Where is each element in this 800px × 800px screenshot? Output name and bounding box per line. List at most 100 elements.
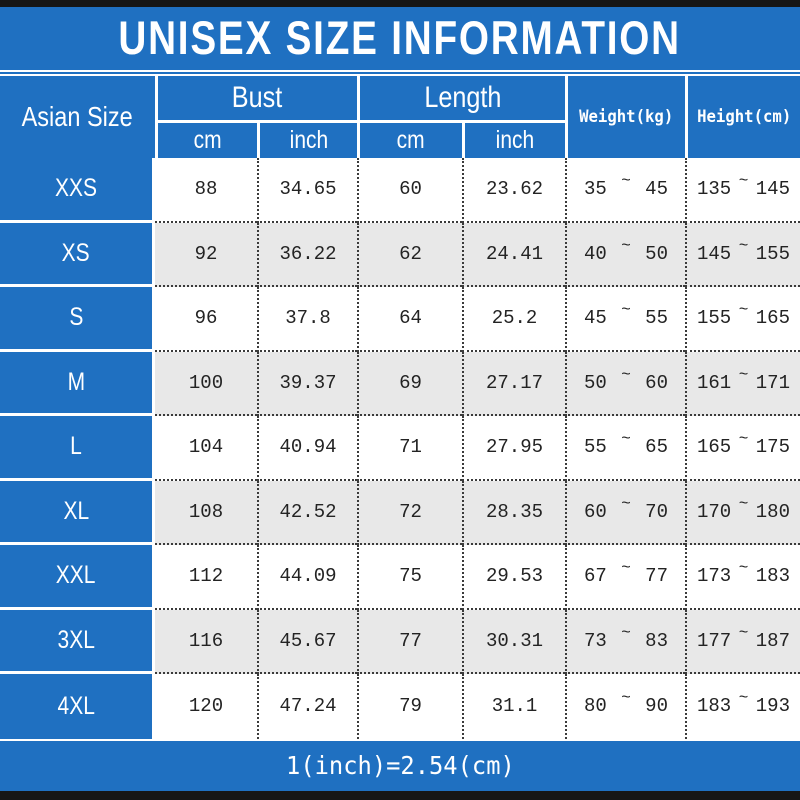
table-row: S 96 37.8 64 25.2 45 ~ 55 155 ~ 165 [0,287,800,352]
size-label-cell: XXL [0,545,155,610]
length-cm-cell: 69 [357,351,462,416]
bust-inch-value: 34.65 [279,178,337,201]
tilde-symbol: ~ [738,494,749,513]
height-max-value: 165 [755,307,790,330]
length-cm-value: 69 [399,371,422,394]
bust-inch-cell: 47.24 [257,674,357,739]
height-max-value: 175 [755,436,790,459]
tilde-symbol: ~ [621,623,631,642]
height-range-cell: 177 ~ 187 [685,609,800,674]
length-inch-value: 28.35 [485,500,543,523]
bust-inch-cell: 44.09 [257,545,357,610]
tilde-symbol: ~ [621,494,631,513]
height-max-value: 180 [755,500,790,523]
size-label-cell: 3XL [0,609,155,674]
weight-min-value: 50 [584,371,607,394]
height-range-cell: 161 ~ 171 [685,351,800,416]
weight-max-value: 60 [645,371,668,394]
weight-range-cell: 55 ~ 65 [565,416,685,481]
weight-max-value: 45 [645,178,668,201]
length-cm-cell: 71 [357,416,462,481]
weight-range-cell: 60 ~ 70 [565,480,685,545]
bust-inch-cell: 40.94 [257,416,357,481]
title-separator [0,70,800,76]
length-cm-value: 72 [399,500,422,523]
height-header-cell: Height(cm) [685,76,800,158]
bust-inch-cell: 37.8 [257,287,357,352]
title-band: UNISEX SIZE INFORMATION [0,7,800,70]
weight-min-value: 73 [584,629,607,652]
table-row: 3XL 116 45.67 77 30.31 73 ~ 83 177 ~ 187 [0,609,800,674]
bust-inch-subheader-cell: inch [257,120,357,158]
tilde-symbol: ~ [621,172,631,191]
length-inch-cell: 23.62 [462,158,565,223]
bust-inch-value: 36.22 [279,242,337,265]
length-cm-cell: 77 [357,609,462,674]
weight-min-value: 80 [584,695,607,718]
asian-size-header-cell: Asian Size [0,76,155,158]
tilde-symbol: ~ [738,236,749,255]
height-max-value: 183 [755,565,790,588]
weight-min-value: 55 [584,436,607,459]
bust-cm-value: 112 [188,565,224,588]
weight-range-cell: 73 ~ 83 [565,609,685,674]
weight-max-value: 90 [645,695,668,718]
weight-min-value: 67 [584,565,607,588]
height-max-value: 171 [755,371,790,394]
length-inch-value: 24.41 [485,242,543,265]
height-min-value: 135 [697,178,732,201]
height-min-value: 165 [697,436,732,459]
size-label-cell: 4XL [0,674,155,739]
length-inch-value: 23.62 [485,178,543,201]
table-row: XXS 88 34.65 60 23.62 35 ~ 45 135 ~ 145 [0,158,800,223]
length-inch-cell: 27.17 [462,351,565,416]
height-range-cell: 165 ~ 175 [685,416,800,481]
length-cm-subheader-label: cm [396,126,425,154]
length-group-label: Length [423,81,502,114]
bust-inch-subheader-label: inch [289,126,328,154]
bust-cm-subheader-cell: cm [155,120,257,158]
bust-cm-value: 88 [194,178,218,201]
length-cm-subheader-cell: cm [357,120,462,158]
size-label-cell: XL [0,480,155,545]
bust-cm-cell: 116 [155,609,257,674]
weight-min-value: 45 [584,307,607,330]
bust-cm-value: 104 [188,436,224,459]
bust-cm-subheader-label: cm [193,126,222,154]
size-label: XXL [56,561,96,590]
height-max-value: 187 [755,629,790,652]
weight-min-value: 35 [584,178,607,201]
bust-cm-value: 100 [188,371,224,394]
tilde-symbol: ~ [738,172,749,191]
bust-cm-cell: 112 [155,545,257,610]
length-cm-value: 75 [399,565,422,588]
size-label: XS [61,238,91,267]
table-row: XXL 112 44.09 75 29.53 67 ~ 77 173 ~ 183 [0,545,800,610]
bust-cm-cell: 100 [155,351,257,416]
height-max-value: 145 [755,178,790,201]
table-body: XXS 88 34.65 60 23.62 35 ~ 45 135 ~ 145 … [0,158,800,739]
tilde-symbol: ~ [621,559,631,578]
bust-inch-value: 45.67 [279,629,337,652]
height-min-value: 183 [697,695,732,718]
length-inch-value: 30.31 [485,629,543,652]
table-header: Asian Size Bust Length Weight(kg) Height… [0,76,800,158]
length-cm-value: 62 [399,242,422,265]
height-range-cell: 173 ~ 183 [685,545,800,610]
bust-inch-value: 47.24 [279,695,337,718]
length-cm-value: 60 [399,178,422,201]
weight-range-cell: 80 ~ 90 [565,674,685,739]
length-inch-cell: 27.95 [462,416,565,481]
weight-range-cell: 67 ~ 77 [565,545,685,610]
length-inch-subheader-label: inch [495,126,535,154]
bust-cm-cell: 120 [155,674,257,739]
tilde-symbol: ~ [738,689,749,708]
height-min-value: 161 [697,371,732,394]
height-max-value: 193 [755,695,790,718]
weight-max-value: 77 [645,565,668,588]
bust-inch-cell: 36.22 [257,222,357,287]
length-inch-value: 29.53 [485,565,543,588]
size-label: 4XL [57,691,95,720]
height-header-label: Height(cm) [696,107,792,127]
